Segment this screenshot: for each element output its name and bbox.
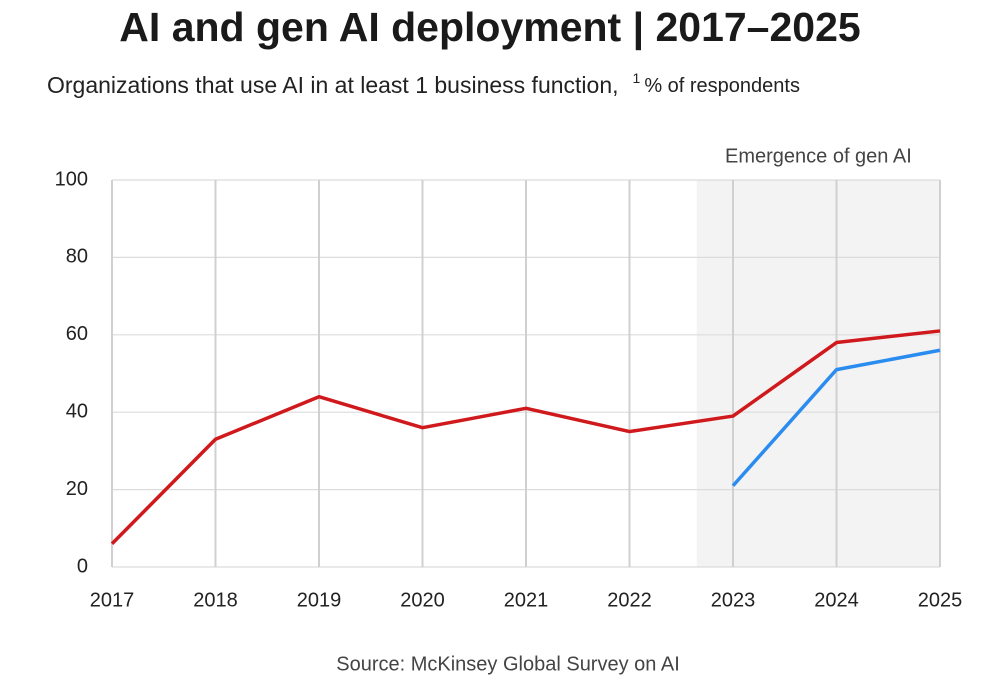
y-tick-label: 20 — [66, 478, 88, 500]
x-tick-label: 2019 — [297, 589, 342, 611]
x-tick-label: 2017 — [90, 589, 135, 611]
footnote-marker: 1 — [633, 70, 641, 86]
x-tick-label: 2022 — [607, 589, 652, 611]
y-tick-label: 0 — [77, 555, 88, 577]
x-tick-label: 2025 — [918, 589, 963, 611]
y-tick-label: 80 — [66, 246, 88, 268]
series-line — [110, 329, 941, 546]
y-tick-label: 100 — [55, 168, 88, 190]
highlight-region — [696, 180, 940, 567]
x-tick-label: 2018 — [193, 589, 238, 611]
source: Source: McKinsey Global Survey on AI — [336, 653, 680, 675]
x-tick-label: 2021 — [504, 589, 549, 611]
series-line — [731, 348, 941, 487]
x-tick-label: 2024 — [814, 589, 859, 611]
unit: % of respondents — [644, 75, 800, 97]
highlight-label: Emergence of gen AI — [725, 145, 912, 167]
y-tick-label: 60 — [66, 323, 88, 345]
y-tick-label: 40 — [66, 400, 88, 422]
chart-title: AI and gen AI deployment | 2017–2025 — [119, 4, 860, 50]
subtitle-text: Organizations that use AI in at least 1 … — [47, 72, 619, 98]
subtitle: Organizations that use AI in at least 1 … — [47, 70, 800, 98]
x-tick-label: 2023 — [711, 589, 756, 611]
x-tick-label: 2020 — [400, 589, 445, 611]
